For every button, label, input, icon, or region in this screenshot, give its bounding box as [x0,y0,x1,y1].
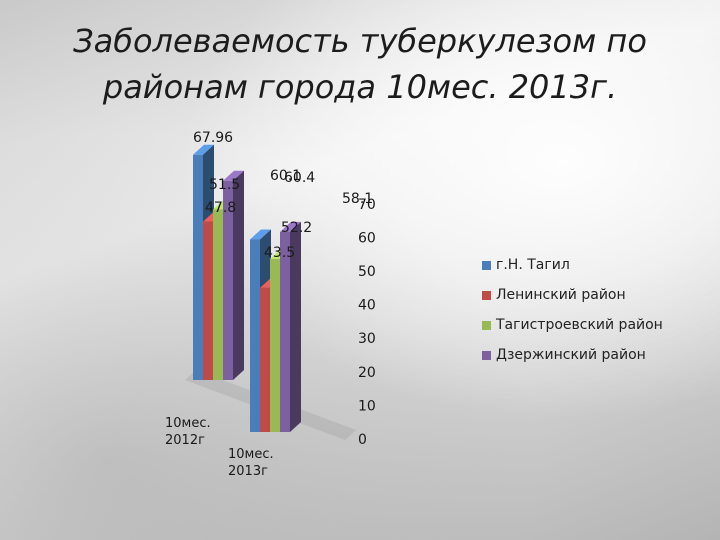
legend-item-dzerzhinsky: Дзержинский район [482,340,663,370]
x-category-label-1: 10мес. 2012г [165,416,211,448]
y-tick-label-10: 10 [358,398,376,414]
bar-front [250,239,260,432]
bar-side [290,221,301,432]
legend-label-leninsky: Ленинский район [496,287,626,303]
legend-item-tagil: г.Н. Тагил [482,250,663,280]
bar-front [223,180,233,380]
data-label-7: 52.2 [281,220,312,236]
data-label-3: 47.8 [205,200,236,216]
data-label-2: 51.5 [209,177,240,193]
legend-item-tagistroevsky: Тагистроевский район [482,310,663,340]
x-category-label-2: 10мес. 2013г [228,447,274,479]
chart-title: Заболеваемость туберкулезом по районам г… [0,18,720,110]
legend-swatch-tagil [482,260,491,270]
bar-front [203,221,213,380]
bar-front [260,287,270,432]
bar-top [193,144,214,155]
y-tick-label-60: 60 [358,230,376,246]
data-label-6: 58.1 [342,191,373,207]
y-tick-label-40: 40 [358,298,376,314]
data-label-5: 60.4 [284,170,315,186]
data-label-4: 60.1 [270,168,301,184]
bar-front [280,231,290,432]
chart-title-line-2: районам города 10мес. 2013г. [102,68,618,106]
bar-top [223,170,244,181]
bar-1-4 [223,170,244,380]
bar-front [193,154,203,380]
legend-label-tagil: г.Н. Тагил [496,257,570,273]
legend-label-dzerzhinsky: Дзержинский район [496,347,646,363]
legend-swatch-leninsky [482,290,491,300]
y-tick-label-70: 70 [358,197,376,213]
y-tick-label-20: 20 [358,365,376,381]
chart-legend: г.Н. Тагил Ленинский район Тагистроевски… [482,250,663,370]
y-tick-label-0: 0 [358,432,367,448]
bar-group-2 [250,221,301,432]
bar-group-1 [193,144,244,380]
y-tick-label-50: 50 [358,264,376,280]
legend-swatch-dzerzhinsky [482,350,491,360]
bar-front [213,209,223,380]
data-label-8: 43.5 [264,245,295,261]
chart-title-line-1: Заболеваемость туберкулезом по [73,22,647,60]
y-tick-label-30: 30 [358,331,376,347]
bar-2-4 [280,221,301,432]
bar-front [270,258,280,432]
legend-label-tagistroevsky: Тагистроевский район [496,317,663,333]
data-label-1: 67.96 [193,130,233,146]
legend-swatch-tagistroevsky [482,320,491,330]
bar-side [233,170,244,380]
legend-item-leninsky: Ленинский район [482,280,663,310]
bar-top [280,221,301,232]
bar-top [250,229,271,240]
